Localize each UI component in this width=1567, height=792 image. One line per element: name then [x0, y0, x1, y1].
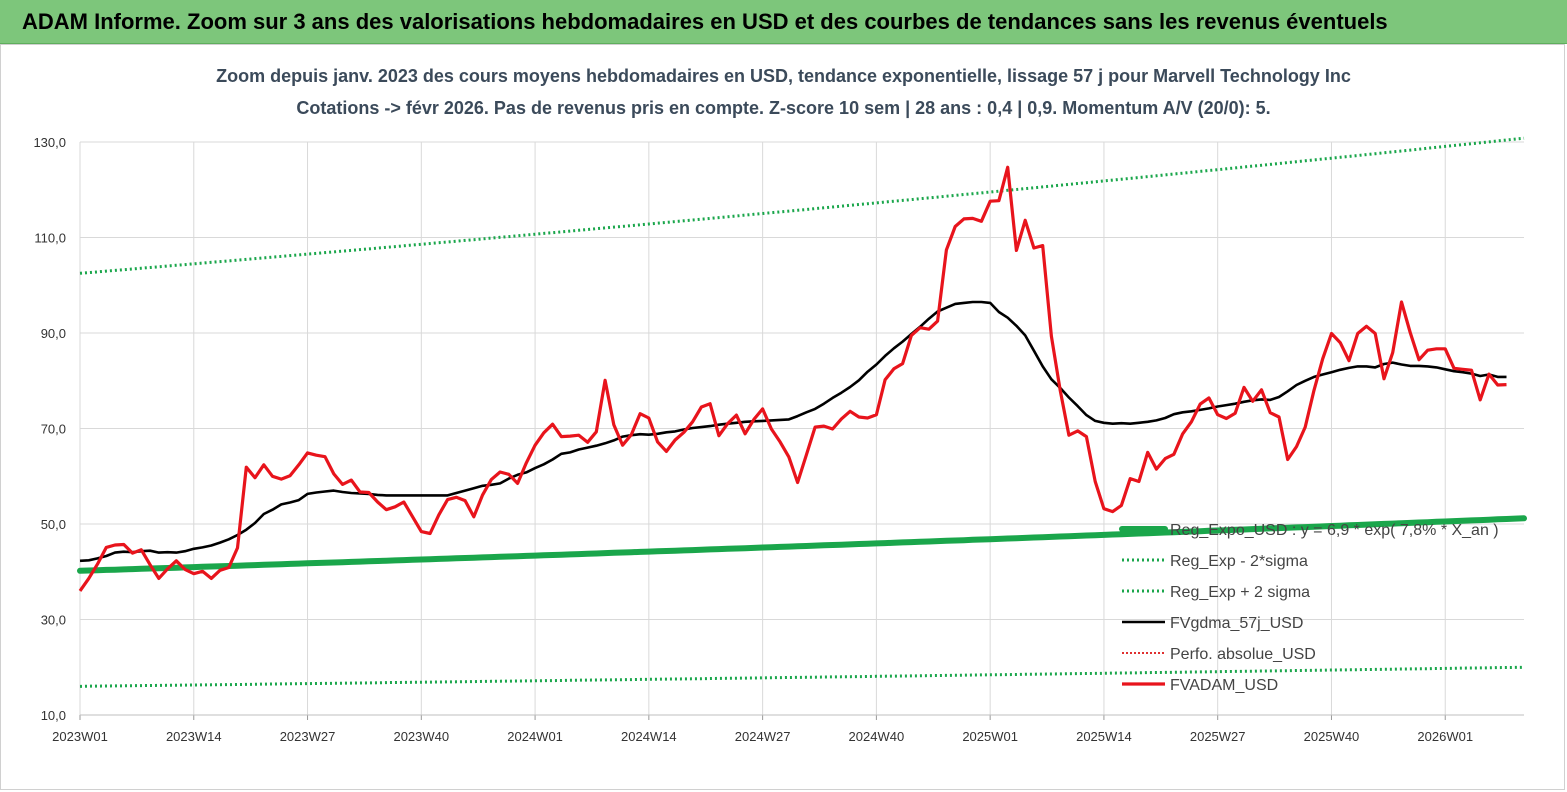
fvadam-line: [78, 165, 1507, 592]
y-tick-label: 130,0: [33, 135, 66, 150]
x-tick-label: 2025W27: [1190, 729, 1246, 744]
fvgdma-line: [79, 300, 1507, 563]
legend-label: Perfo. absolue_USD: [1170, 646, 1316, 663]
x-tick-label: 2025W14: [1076, 729, 1132, 744]
chart-title: Zoom depuis janv. 2023 des cours moyens …: [216, 66, 1351, 86]
y-tick-label: 30,0: [41, 613, 66, 628]
x-tick-label: 2023W01: [52, 729, 108, 744]
report-title: ADAM Informe. Zoom sur 3 ans des valoris…: [22, 9, 1388, 34]
x-tick-label: 2024W14: [621, 729, 677, 744]
y-tick-label: 10,0: [41, 708, 66, 723]
legend-label: Reg_Expo_USD : y = 6,9 * exp( 7,8% * X_a…: [1170, 522, 1499, 539]
x-tick-label: 2025W40: [1304, 729, 1360, 744]
y-tick-label: 50,0: [41, 517, 66, 532]
x-tick-label: 2026W01: [1417, 729, 1473, 744]
y-tick-label: 110,0: [34, 231, 66, 246]
x-tick-label: 2024W27: [735, 729, 791, 744]
y-tick-label: 70,0: [41, 422, 66, 437]
x-tick-label: 2023W14: [166, 729, 222, 744]
reg-expo-line: [77, 515, 1527, 574]
x-tick-label: 2024W40: [849, 729, 905, 744]
report-banner: ADAM Informe. Zoom sur 3 ans des valoris…: [0, 0, 1567, 44]
x-tick-label: 2023W27: [280, 729, 336, 744]
reg-minus-2sigma-line: [79, 665, 1525, 688]
x-tick-label: 2024W01: [507, 729, 563, 744]
legend-label: Reg_Exp - 2*sigma: [1170, 553, 1308, 570]
chart-frame: [0, 44, 1565, 790]
legend-label: FVADAM_USD: [1170, 677, 1278, 694]
x-tick-label: 2023W40: [393, 729, 449, 744]
reg-plus-2sigma-line: [79, 136, 1525, 275]
legend-label: Reg_Exp + 2 sigma: [1170, 584, 1310, 601]
legend-label: FVgdma_57j_USD: [1170, 615, 1303, 632]
chart-subtitle: Cotations -> févr 2026. Pas de revenus p…: [296, 98, 1271, 118]
y-tick-label: 90,0: [41, 326, 66, 341]
x-tick-label: 2025W01: [962, 729, 1018, 744]
